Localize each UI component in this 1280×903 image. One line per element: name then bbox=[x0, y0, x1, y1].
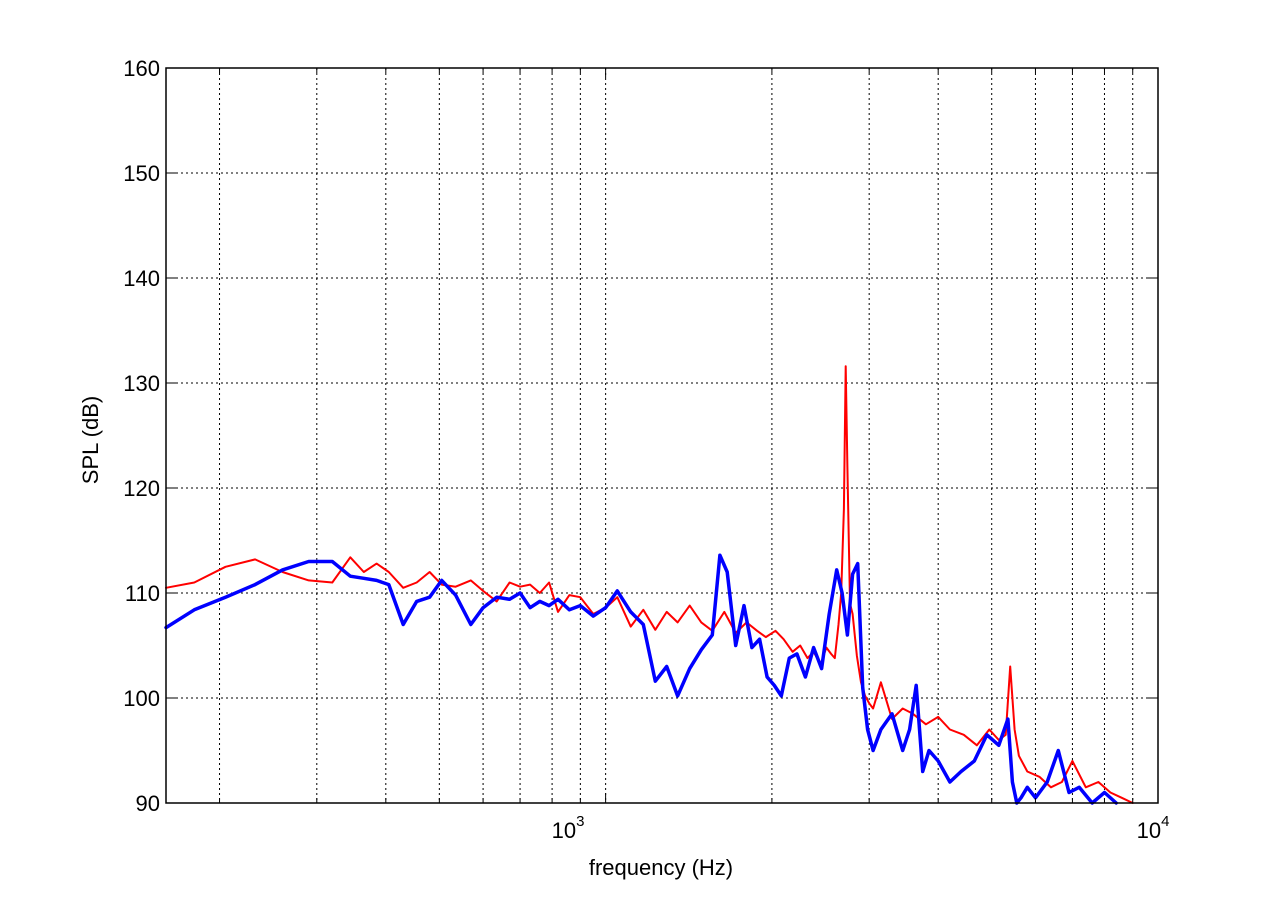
x-tick-label-1000: 103 bbox=[552, 813, 585, 843]
y-tick-label: 130 bbox=[123, 371, 160, 396]
grid-lines bbox=[166, 68, 1158, 803]
y-tick-label: 140 bbox=[123, 266, 160, 291]
series-line-2 bbox=[164, 553, 1118, 805]
plot-frame bbox=[165, 67, 1159, 804]
x-tick-label-10000: 104 bbox=[1137, 813, 1170, 843]
y-tick-label: 160 bbox=[123, 56, 160, 81]
data-series bbox=[164, 365, 1134, 805]
y-tick-label: 100 bbox=[123, 686, 160, 711]
y-axis-label: SPL (dB) bbox=[78, 396, 103, 484]
y-tick-label: 150 bbox=[123, 161, 160, 186]
x-axis-label: frequency (Hz) bbox=[589, 855, 733, 880]
y-tick-label: 120 bbox=[123, 476, 160, 501]
y-tick-label: 90 bbox=[136, 791, 160, 816]
y-tick-label: 110 bbox=[125, 581, 160, 606]
series-line-1 bbox=[165, 365, 1134, 804]
axis-ticks: 90 100 110 120 130 140 150 160 bbox=[123, 56, 1158, 816]
